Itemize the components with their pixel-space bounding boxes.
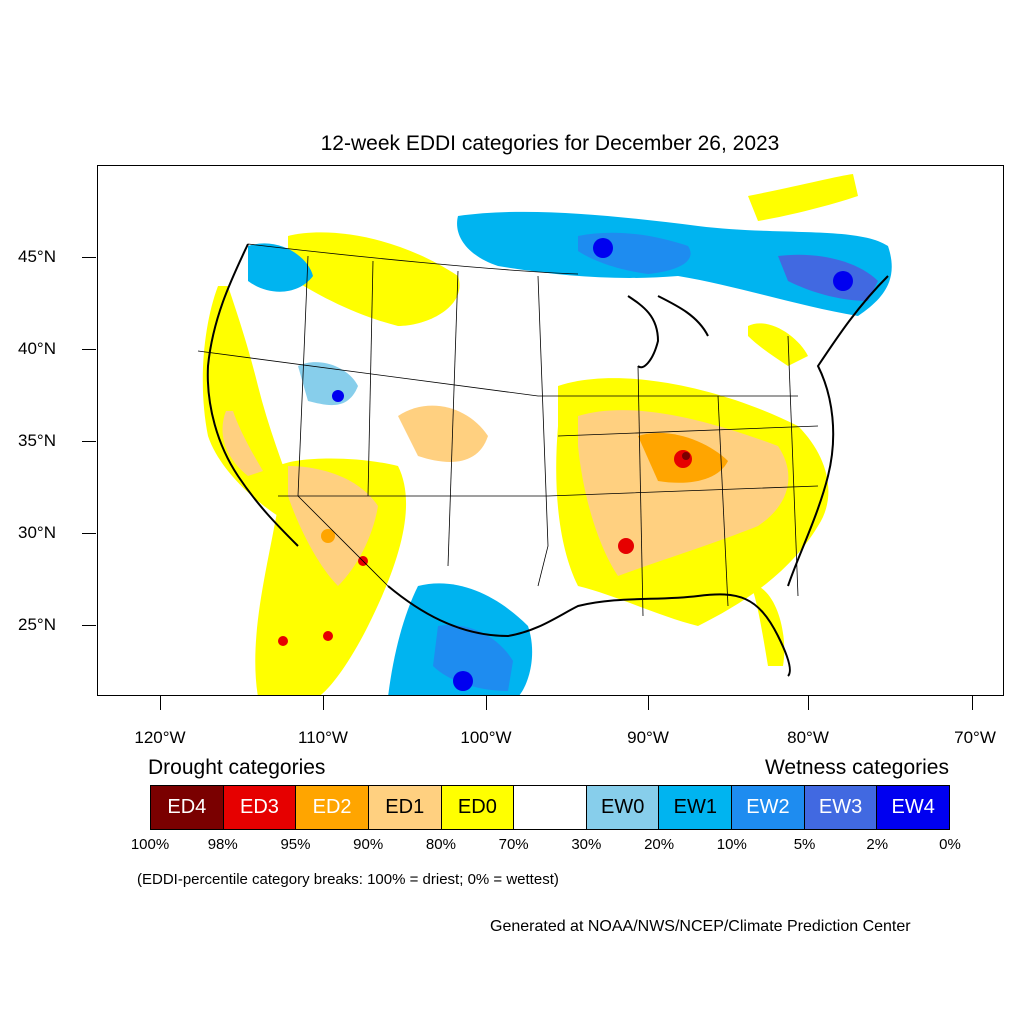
map-title: 12-week EDDI categories for December 26,… bbox=[320, 132, 780, 155]
category-legend: ED4 ED3 ED2 ED1 ED0 EW0 EW1 EW2 EW3 EW4 bbox=[150, 785, 950, 830]
legend-cell-ed2: ED2 bbox=[296, 786, 369, 829]
lon-tick bbox=[648, 696, 649, 710]
legend-cell-ed3: ED3 bbox=[223, 786, 297, 829]
lat-label-45: 45°N bbox=[18, 247, 56, 266]
legend-cell-ed0: ED0 bbox=[441, 786, 515, 829]
lat-tick bbox=[82, 441, 96, 442]
percent-break-label: 30% bbox=[571, 836, 602, 853]
map-panel bbox=[97, 165, 1004, 696]
lon-tick bbox=[160, 696, 161, 710]
lat-label-25: 25°N bbox=[18, 615, 56, 634]
lon-label-110w: 110°W bbox=[298, 728, 348, 747]
percent-break-label: 10% bbox=[716, 836, 747, 853]
lon-label-80w: 80°W bbox=[787, 728, 829, 747]
percent-break-label: 5% bbox=[793, 836, 816, 853]
coastlines bbox=[206, 243, 889, 677]
percent-break-label: 100% bbox=[130, 836, 170, 853]
eddi-map bbox=[197, 174, 892, 695]
legend-cell-neutral bbox=[514, 786, 587, 829]
percent-break-label: 90% bbox=[353, 836, 384, 853]
category-breaks-note: (EDDI-percentile category breaks: 100% =… bbox=[137, 871, 559, 888]
lon-tick bbox=[808, 696, 809, 710]
lat-tick bbox=[82, 349, 96, 350]
lat-label-30: 30°N bbox=[18, 523, 56, 542]
state-boundaries bbox=[197, 243, 819, 617]
lat-tick bbox=[82, 257, 96, 258]
lat-tick bbox=[82, 625, 96, 626]
legend-cell-ed1: ED1 bbox=[368, 786, 442, 829]
lon-label-100w: 100°W bbox=[460, 728, 512, 747]
lat-tick bbox=[82, 533, 96, 534]
drought-categories-heading: Drought categories bbox=[148, 756, 326, 779]
legend-cell-ew4: EW4 bbox=[877, 786, 950, 829]
percent-break-label: 2% bbox=[866, 836, 889, 853]
legend-cell-ew1: EW1 bbox=[659, 786, 733, 829]
percent-break-label: 80% bbox=[425, 836, 456, 853]
legend-cell-ew0: EW0 bbox=[586, 786, 660, 829]
legend-cell-ed4: ED4 bbox=[151, 786, 224, 829]
percent-break-label: 95% bbox=[280, 836, 311, 853]
lon-label-70w: 70°W bbox=[954, 728, 996, 747]
category-fill-areas bbox=[202, 174, 892, 695]
wetness-categories-heading: Wetness categories bbox=[764, 756, 949, 779]
lon-tick bbox=[323, 696, 324, 710]
credit-line: Generated at NOAA/NWS/NCEP/Climate Predi… bbox=[490, 918, 911, 935]
lon-label-120w: 120°W bbox=[134, 728, 186, 747]
lon-label-90w: 90°W bbox=[627, 728, 669, 747]
legend-cell-ew3: EW3 bbox=[804, 786, 878, 829]
lat-label-35: 35°N bbox=[18, 431, 56, 450]
lon-tick bbox=[486, 696, 487, 710]
lon-tick bbox=[972, 696, 973, 710]
lat-label-40: 40°N bbox=[18, 339, 56, 358]
percent-break-label: 70% bbox=[498, 836, 529, 853]
percent-break-label: 20% bbox=[644, 836, 675, 853]
legend-cell-ew2: EW2 bbox=[732, 786, 805, 829]
percent-break-label: 0% bbox=[939, 836, 961, 853]
percent-break-label: 98% bbox=[207, 836, 238, 853]
